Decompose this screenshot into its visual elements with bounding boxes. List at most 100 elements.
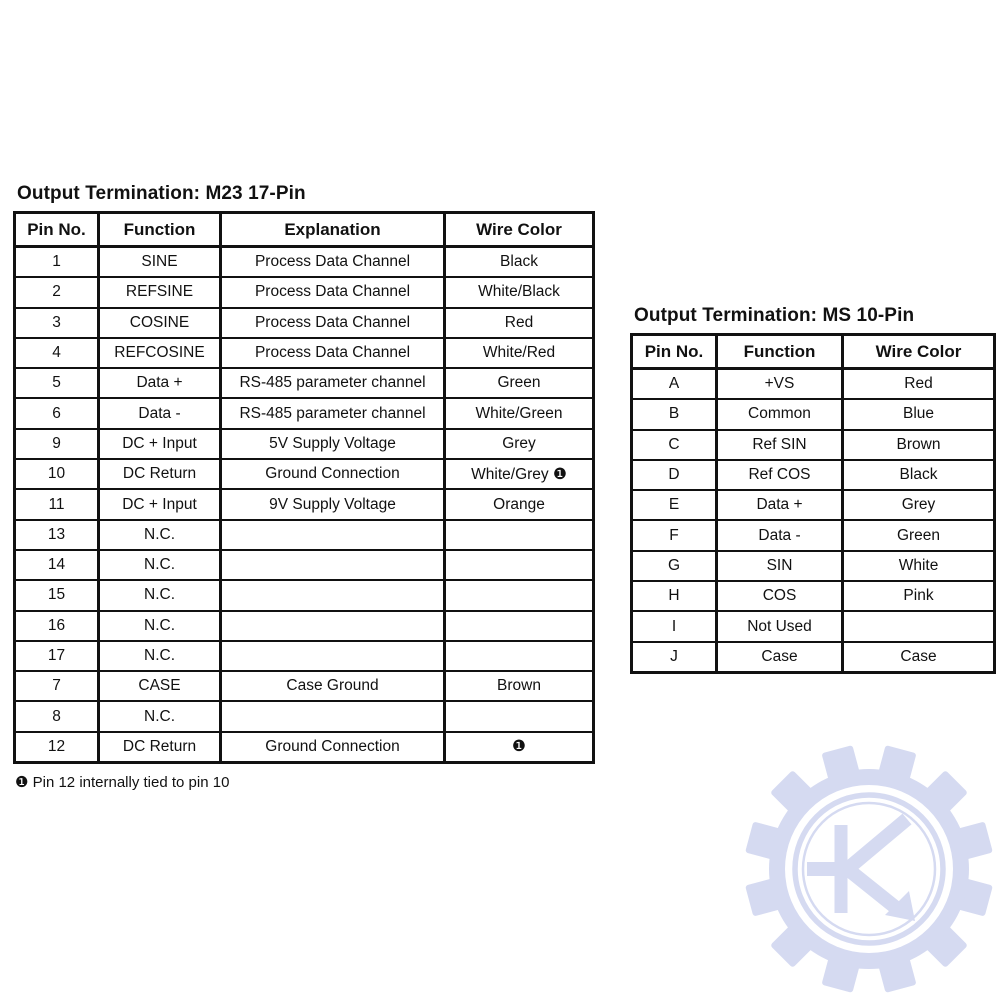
table-cell: A xyxy=(630,367,718,401)
table-cell xyxy=(443,548,595,582)
k-arrow-icon xyxy=(807,813,915,921)
gear-icon xyxy=(745,745,993,993)
column-header: Wire Color xyxy=(443,211,595,248)
table-cell: 1 xyxy=(13,245,100,279)
table-cell: Grey xyxy=(443,427,595,461)
table-cell xyxy=(443,700,595,733)
table-cell: White/Black xyxy=(443,276,595,309)
table-cell: Grey xyxy=(841,489,996,522)
table-cell: REFSINE xyxy=(97,276,222,309)
table-cell: Case xyxy=(841,640,996,674)
table-cell: H xyxy=(630,580,718,613)
m23-pin-table: Pin No. Function Explanation Wire Color 1 SI… xyxy=(13,211,595,765)
table-cell: 4 xyxy=(13,336,100,370)
table-row: B Common Blue xyxy=(630,398,996,431)
table-cell: Data - xyxy=(715,519,844,552)
table-cell: Case xyxy=(715,640,844,674)
table-row: 12 DC Return Ground Connection ❶ xyxy=(13,730,595,765)
table-cell: Data + xyxy=(97,367,222,400)
table-row: 5 Data + RS-485 parameter channel Green xyxy=(13,367,595,400)
table-cell: Process Data Channel xyxy=(219,306,446,339)
table-cell: D xyxy=(630,458,718,492)
table-row: 2 REFSINE Process Data Channel White/Black xyxy=(13,276,595,309)
table-cell: DC + Input xyxy=(97,488,222,521)
table-cell: Ground Connection xyxy=(219,730,446,765)
ms-termination-section: Output Termination: MS 10-Pin Pin No. Fun… xyxy=(630,305,996,674)
table-cell: B xyxy=(630,398,718,431)
table-row: 11 DC + Input 9V Supply Voltage Orange xyxy=(13,488,595,521)
table-cell: DC Return xyxy=(97,458,222,491)
table-cell: 8 xyxy=(13,700,100,733)
table-row: 7 CASE Case Ground Brown xyxy=(13,670,595,703)
table-row: A +VS Red xyxy=(630,367,996,401)
table-cell xyxy=(443,639,595,673)
table-cell xyxy=(219,518,446,551)
table-row: 3 COSINE Process Data Channel Red xyxy=(13,306,595,339)
table-row: D Ref COS Black xyxy=(630,458,996,492)
column-header: Explanation xyxy=(219,211,446,248)
table-cell: G xyxy=(630,549,718,583)
table-cell: 11 xyxy=(13,488,100,521)
table-cell: 5V Supply Voltage xyxy=(219,427,446,461)
table-cell: Data - xyxy=(97,397,222,430)
table-row: 1 SINE Process Data Channel Black xyxy=(13,245,595,279)
table-row: I Not Used xyxy=(630,610,996,643)
table-cell: N.C. xyxy=(97,518,222,551)
table-cell: 7 xyxy=(13,670,100,703)
column-header: Function xyxy=(715,333,844,370)
table-row: 14 N.C. xyxy=(13,548,595,582)
table-cell: Process Data Channel xyxy=(219,276,446,309)
table-cell: 6 xyxy=(13,397,100,430)
table-cell: Orange xyxy=(443,488,595,521)
table-cell xyxy=(219,548,446,582)
table-cell: Brown xyxy=(443,670,595,703)
table-row: 16 N.C. xyxy=(13,609,595,642)
table-cell: +VS xyxy=(715,367,844,401)
table-cell xyxy=(443,579,595,612)
table-row: 15 N.C. xyxy=(13,579,595,612)
table-cell: N.C. xyxy=(97,609,222,642)
table-cell: N.C. xyxy=(97,700,222,733)
table-cell xyxy=(443,609,595,642)
column-header: Function xyxy=(97,211,222,248)
column-header: Pin No. xyxy=(630,333,718,370)
table-cell: COS xyxy=(715,580,844,613)
table-cell: I xyxy=(630,610,718,643)
table-cell: Brown xyxy=(841,428,996,461)
table-cell: Case Ground xyxy=(219,670,446,703)
table-cell: 9 xyxy=(13,427,100,461)
table-cell: White xyxy=(841,549,996,583)
table-cell: Common xyxy=(715,398,844,431)
table-row: 8 N.C. xyxy=(13,700,595,733)
table-cell: Process Data Channel xyxy=(219,336,446,370)
table-cell: SINE xyxy=(97,245,222,279)
table-cell xyxy=(841,610,996,643)
table-cell: White/Red xyxy=(443,336,595,370)
table-cell: Pink xyxy=(841,580,996,613)
m23-termination-section: Output Termination: M23 17-Pin Pin No. Fu… xyxy=(13,183,595,791)
table-cell: N.C. xyxy=(97,548,222,582)
table-cell: ❶ xyxy=(443,730,595,765)
table-row: 9 DC + Input 5V Supply Voltage Grey xyxy=(13,427,595,461)
table-cell xyxy=(443,518,595,551)
table-cell: SIN xyxy=(715,549,844,583)
ms-pin-table: Pin No. Function Wire Color A +VS Red B Common… xyxy=(630,333,996,674)
table-cell: DC Return xyxy=(97,730,222,765)
table-cell: Data + xyxy=(715,489,844,522)
table-row: 17 N.C. xyxy=(13,639,595,673)
table-cell: RS-485 parameter channel xyxy=(219,367,446,400)
table-cell: N.C. xyxy=(97,639,222,673)
table-cell: 17 xyxy=(13,639,100,673)
table-cell xyxy=(219,579,446,612)
table-cell: RS-485 parameter channel xyxy=(219,397,446,430)
table-cell: Red xyxy=(443,306,595,339)
table-row: 6 Data - RS-485 parameter channel White/Gre… xyxy=(13,397,595,430)
table-cell: 13 xyxy=(13,518,100,551)
table-cell: E xyxy=(630,489,718,522)
m23-table-title: Output Termination: M23 17-Pin xyxy=(17,183,306,204)
table-cell: CASE xyxy=(97,670,222,703)
table-cell: 12 xyxy=(13,730,100,765)
table-cell: REFCOSINE xyxy=(97,336,222,370)
table-cell: DC + Input xyxy=(97,427,222,461)
table-cell: N.C. xyxy=(97,579,222,612)
